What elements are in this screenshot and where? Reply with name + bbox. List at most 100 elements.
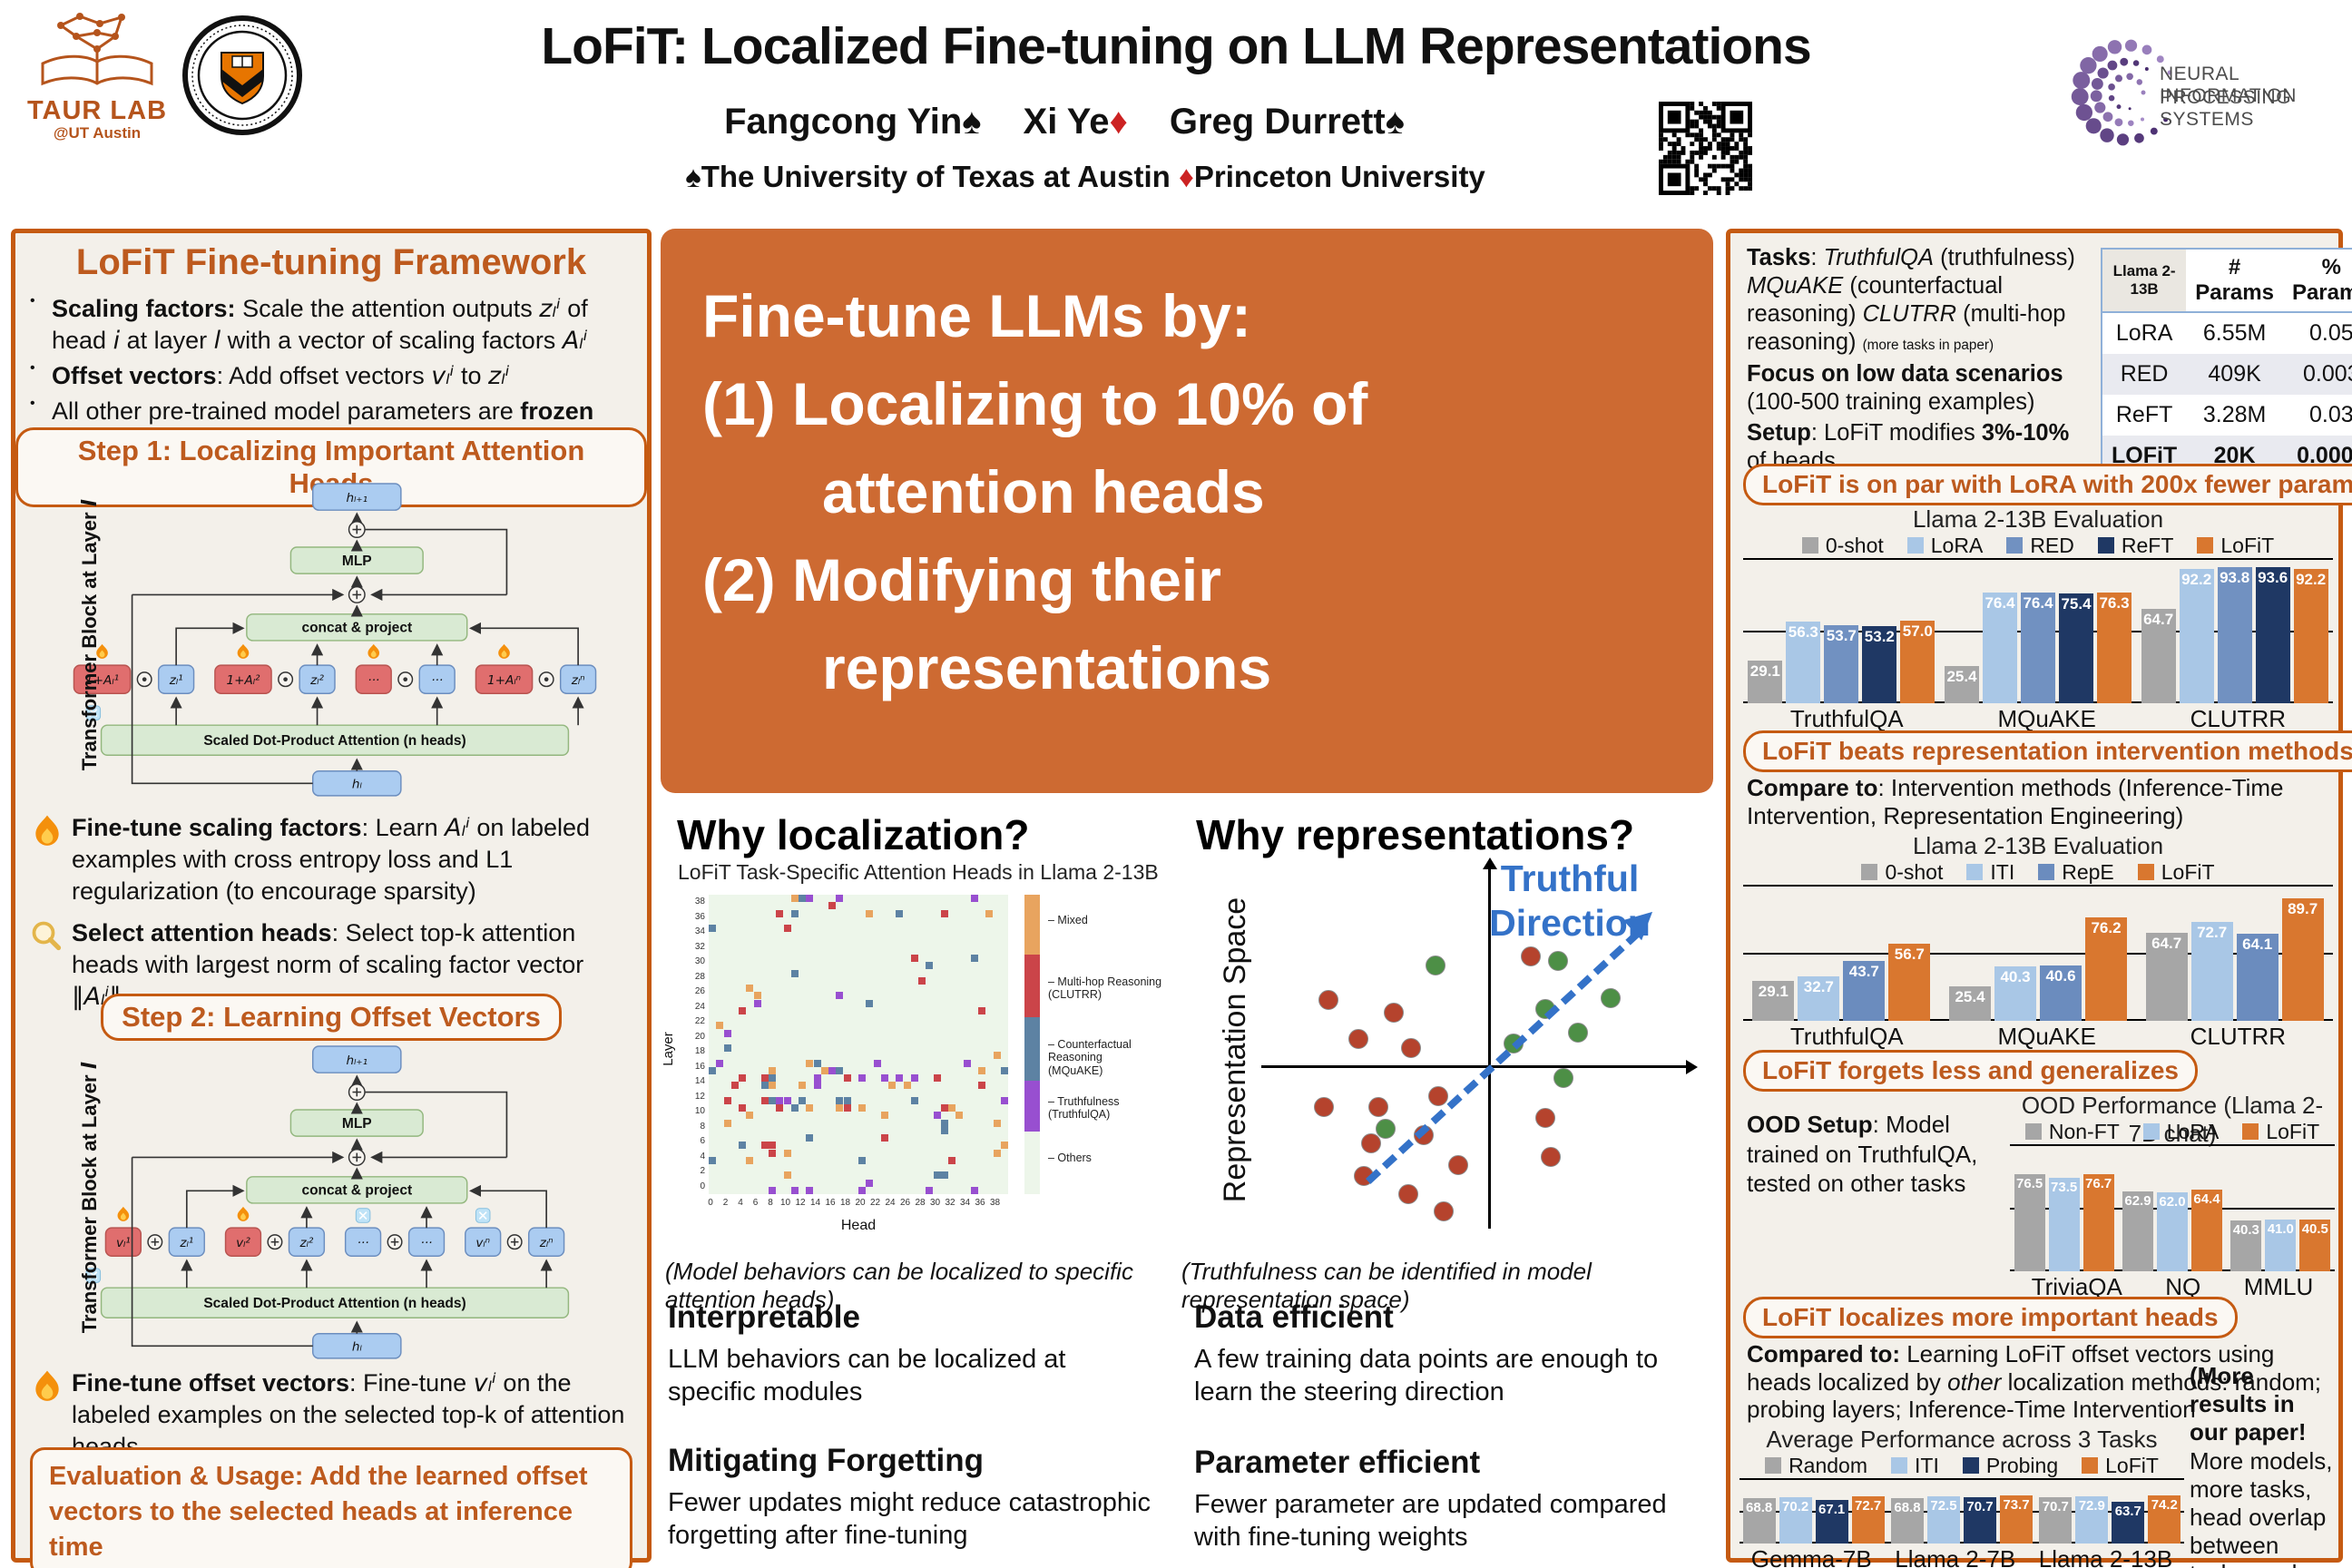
text-segment: : Model trained on TruthfulQA, tested on… <box>1747 1111 1978 1197</box>
scatter-point-red <box>1384 1003 1404 1023</box>
text-segment: Fine-tune offset vectors <box>72 1369 350 1396</box>
heatmap-ytick: 18 <box>694 1046 705 1057</box>
legend-item: 0-shot <box>1801 534 1884 558</box>
heatmap-ytick: 24 <box>694 1001 705 1012</box>
heatmap-cell <box>903 1082 911 1090</box>
bar-value: 56.7 <box>1894 945 1925 963</box>
heatmap-cell <box>993 1052 1001 1060</box>
heatmap-cell <box>940 1126 948 1134</box>
scatter-point-red <box>1434 1201 1454 1221</box>
bar-value: 40.3 <box>2232 1221 2259 1238</box>
heatmap-cell <box>978 1006 985 1014</box>
heatmap-xtick: 10 <box>779 1198 791 1208</box>
heatmap-cell <box>806 895 814 902</box>
category-label: CLUTRR <box>2190 1023 2287 1050</box>
svg-text:hₗ₊₁: hₗ₊₁ <box>347 491 368 505</box>
text-segment: (counterfactual reasoning) <box>1747 273 2004 328</box>
legend-label: RepE <box>2062 859 2114 884</box>
heatmap-cell <box>933 1112 941 1120</box>
taur-lab-subtitle: @UT Austin <box>53 124 142 142</box>
bar-LoFiT-MMLU: 40.5 <box>2299 1220 2331 1271</box>
colorbar-segment <box>1024 955 1040 1018</box>
heatmap-cell <box>790 969 799 977</box>
svg-text:MLP: MLP <box>342 1116 372 1132</box>
bar-LoFiT-TruthfulQA: 57.0 <box>1900 620 1936 703</box>
heatmap-cell <box>769 1066 776 1074</box>
legend-swatch <box>2024 1123 2042 1140</box>
heatmap-xtick: 12 <box>795 1198 806 1208</box>
heatmap-xtick: 32 <box>945 1198 956 1208</box>
scatter-point-red <box>1448 1155 1468 1175</box>
point-parameter-efficient-body: Fewer parameter are updated compared wit… <box>1194 1490 1667 1553</box>
table-cell: 3.28M <box>2202 402 2267 427</box>
heatmap-title: LoFiT Task-Specific Attention Heads in L… <box>678 860 1159 884</box>
table-cell: LoRA <box>2115 320 2173 346</box>
svg-text:1+Aₗⁿ: 1+Aₗⁿ <box>487 673 521 688</box>
headline-line: (1) Localizing to 10% of <box>702 370 1368 437</box>
authors-line: Fangcong Yin♠ Xi Ye♦ Greg Durrett♠ <box>327 102 1844 142</box>
scatter-point-red <box>1541 1147 1561 1167</box>
svg-text:zₗⁿ: zₗⁿ <box>539 1236 554 1250</box>
heatmap-cell <box>858 1186 866 1194</box>
author-affil-mark: ♠ <box>962 102 982 142</box>
heatmap-cell <box>790 895 799 902</box>
step1-badge-wrap: Step 1: Localizing Important Attention H… <box>15 427 647 507</box>
chart-llama-eval-2: Llama 2-13B Evaluation 0-shot ITI RepE LoFiT… <box>1743 832 2333 1051</box>
bar-value: 67.1 <box>1818 1501 1846 1517</box>
table-cell: 0.003 <box>2303 361 2352 387</box>
framework-panel: LoFiT Fine-tuning Framework • Scaling fac… <box>11 229 652 1568</box>
author-name: Xi Ye <box>1023 102 1110 142</box>
bar-Random-Llama 2-7B: 68.8 <box>1890 1498 1924 1544</box>
heatmap-cell <box>843 1096 851 1104</box>
colorbar-segment <box>1024 1017 1040 1081</box>
scatter-point-green <box>1535 999 1555 1019</box>
bar-group: 29.1 56.3 53.7 53.2 57.0 <box>1748 620 1936 703</box>
bar-value: 75.4 <box>2061 595 2092 613</box>
scatter-point-red <box>1348 1029 1368 1049</box>
step2-badge-wrap: Step 2: Learning Offset Vectors <box>15 994 647 1041</box>
bar-RepE-MQuAKE: 40.6 <box>2039 965 2082 1021</box>
legend-swatch <box>2038 864 2055 880</box>
heatmap-cell <box>776 1096 784 1104</box>
bar-group: 62.9 62.0 64.4 <box>2122 1189 2222 1271</box>
text-segment: Compared to: <box>1747 1340 1900 1367</box>
bar-value: 92.2 <box>2181 571 2212 589</box>
scatter-point-red <box>1361 1133 1381 1153</box>
table-cell: 0.03 <box>2308 402 2352 427</box>
bar-RepE-CLUTRR: 64.1 <box>2236 933 2278 1021</box>
heatmap-cell <box>880 1112 888 1120</box>
heatmap-xtick: 0 <box>708 1198 713 1208</box>
affiliation-name: Princeton University <box>1193 160 1485 193</box>
heatmap-cell <box>843 1074 851 1082</box>
heatmap-cell <box>836 1104 844 1112</box>
affiliation-mark: ♠ <box>685 160 701 193</box>
legend-swatch <box>2242 1123 2259 1140</box>
legend-swatch <box>1966 864 1984 880</box>
scatter-point-green <box>1504 1034 1524 1054</box>
heatmap-cell <box>769 1142 776 1150</box>
table-header-cell: # Params <box>2186 249 2283 313</box>
bar-LoRA-MQuAKE: 76.4 <box>1982 592 2017 703</box>
chart-plot: 29.1 56.3 53.7 53.2 57.0 25.4 76.4 76.4 75.4 76.3… <box>1743 558 2333 703</box>
legend-label: LoRA <box>1930 533 1984 557</box>
text-segment: MQuAKE <box>1747 273 1844 299</box>
legend-swatch <box>2137 864 2154 880</box>
legend-label: LoRA <box>2166 1119 2220 1143</box>
bar-value: 40.6 <box>2045 967 2076 985</box>
heatmap-cell <box>940 1104 948 1112</box>
bar-value: 64.7 <box>2151 934 2182 952</box>
heatmap-ytick: 22 <box>694 1016 705 1027</box>
legend-label: LoFiT <box>2161 859 2215 884</box>
chart-title: Llama 2-13B Evaluation <box>1912 505 2164 533</box>
heatmap-cell <box>760 1142 769 1150</box>
heatmap-ytick: 4 <box>700 1151 705 1161</box>
heatmap-xtick: 14 <box>809 1198 821 1208</box>
heatmap-cell <box>783 1171 791 1180</box>
bar-value: 43.7 <box>1848 963 1879 981</box>
legend-item: LoFiT <box>2197 534 2274 558</box>
table-cell: 6.55M <box>2202 320 2267 346</box>
fire-icon <box>35 1370 59 1401</box>
heatmap-cell <box>948 1104 956 1112</box>
bar-group: 29.1 32.7 43.7 56.7 <box>1752 943 1931 1021</box>
bar-ReFT-TruthfulQA: 53.2 <box>1862 625 1897 703</box>
